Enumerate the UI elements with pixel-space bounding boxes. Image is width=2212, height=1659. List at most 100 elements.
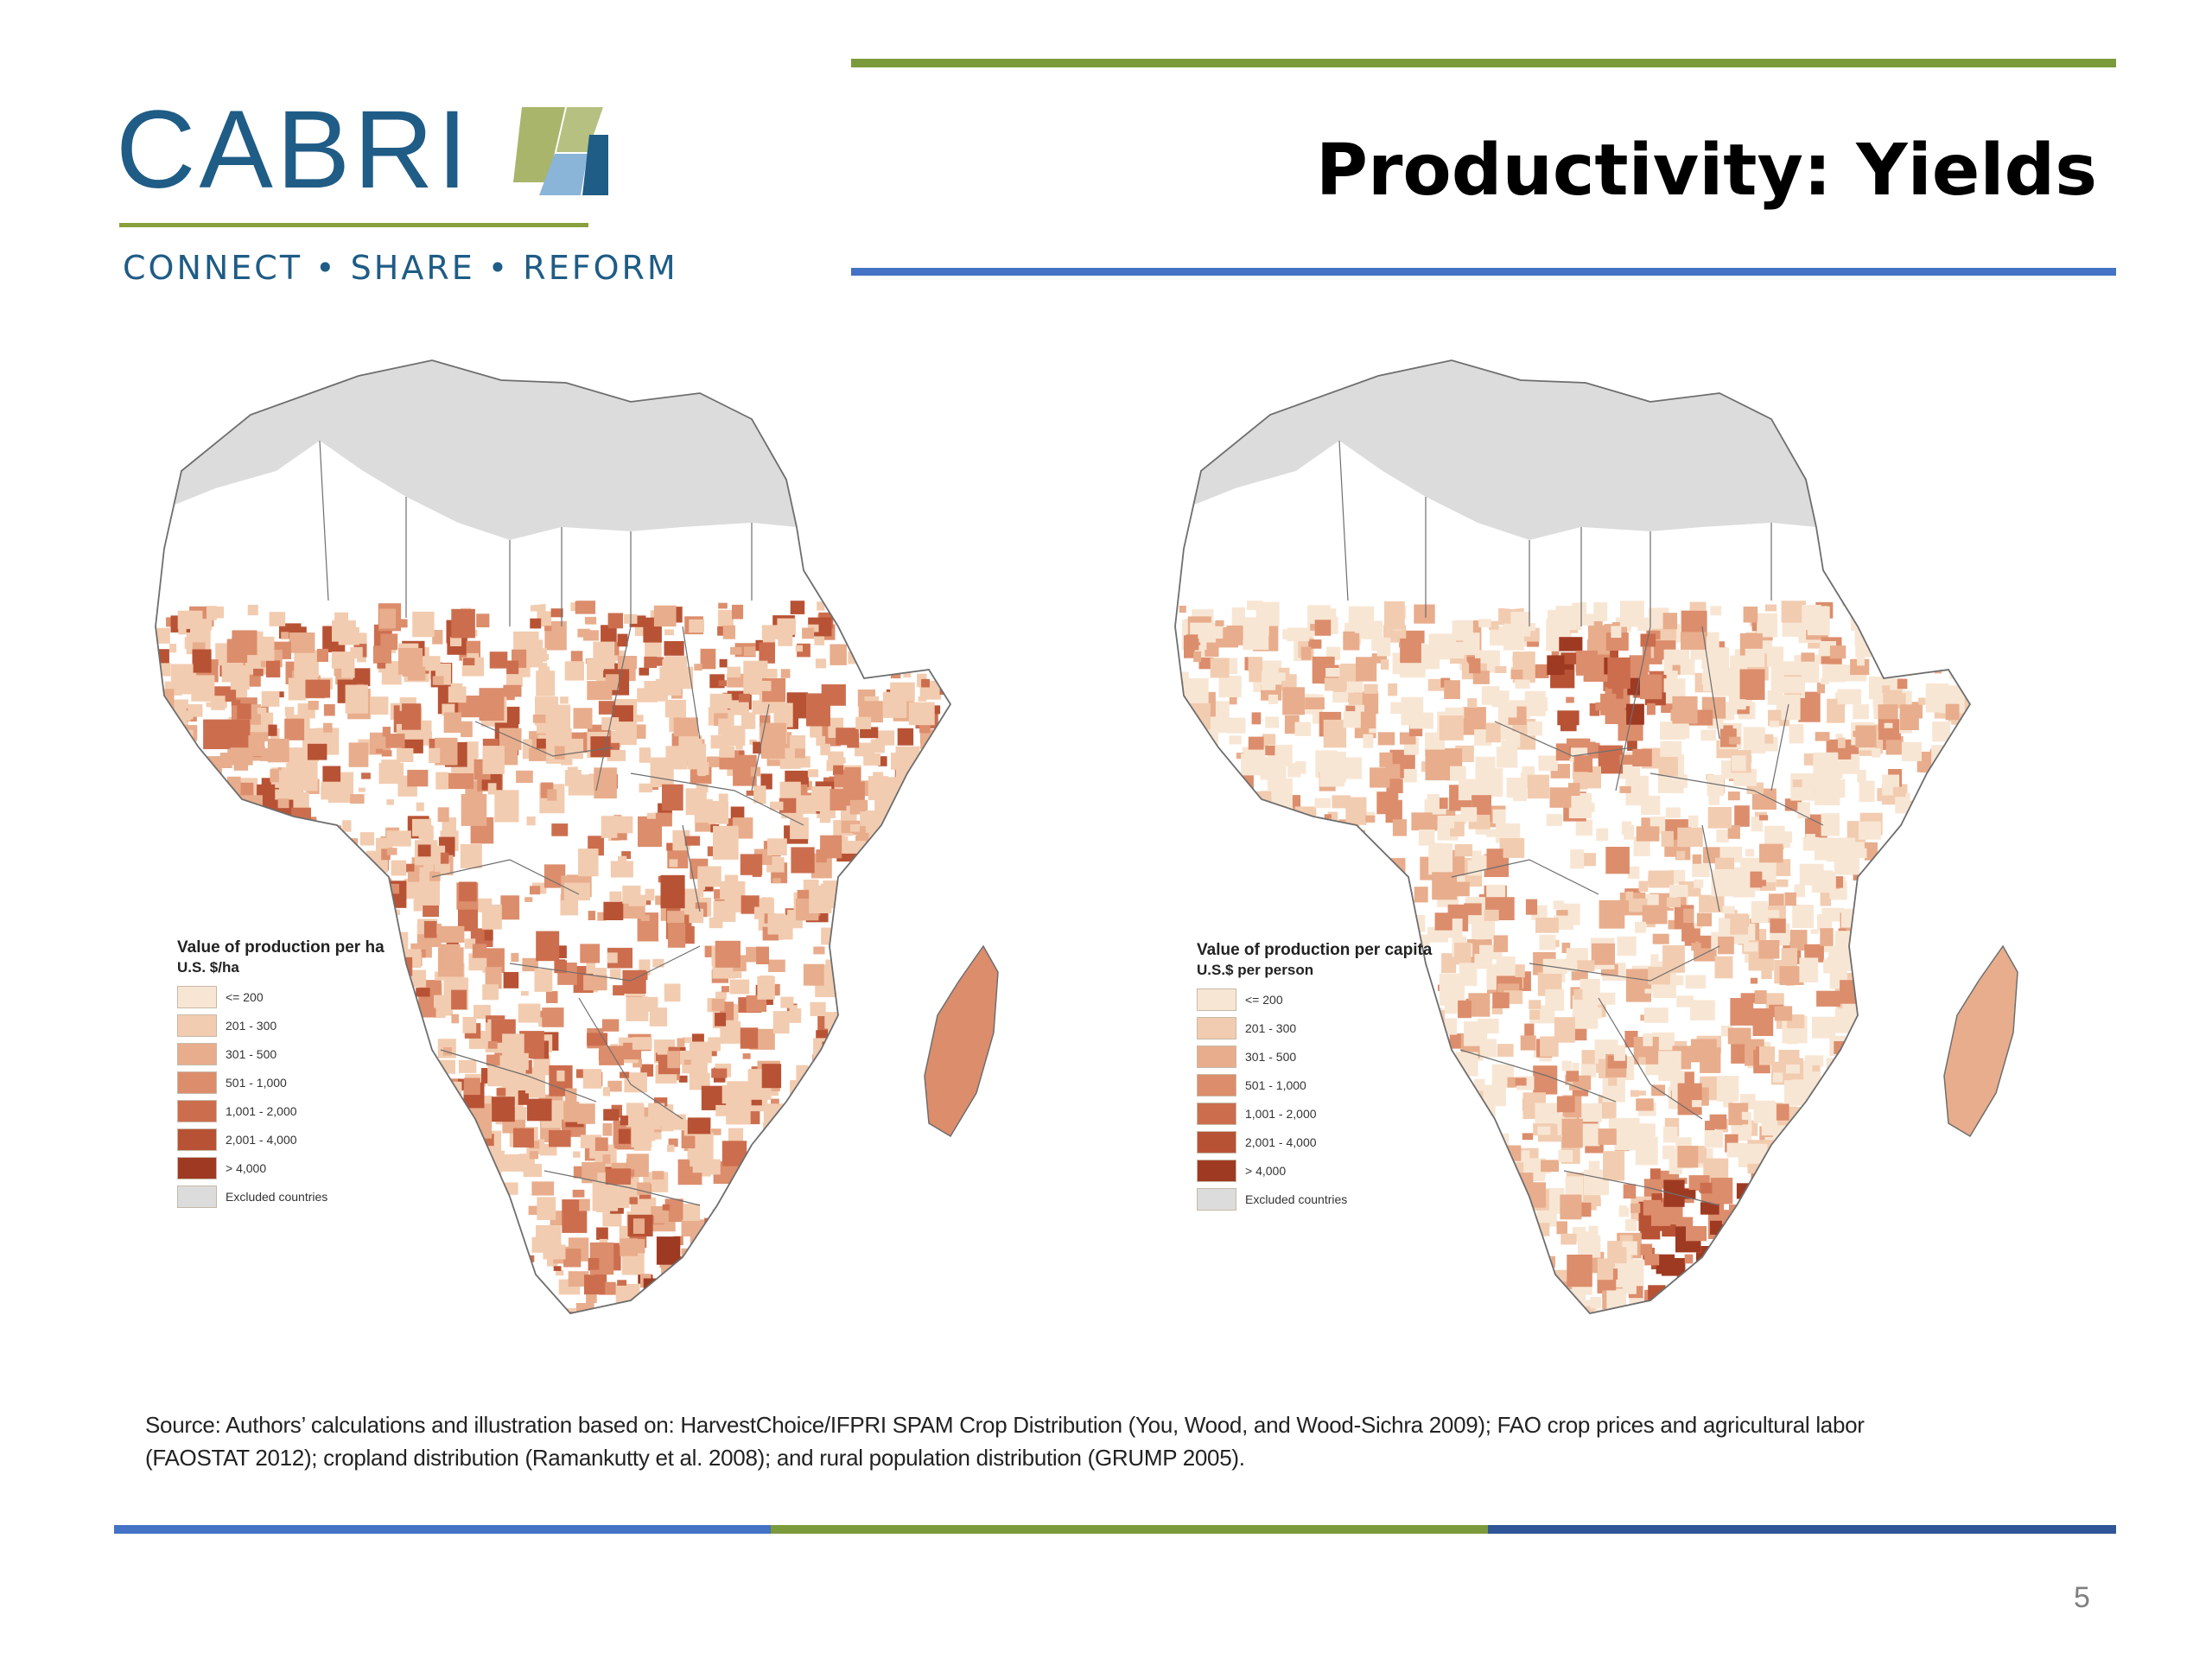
map-cell bbox=[814, 633, 824, 645]
map-cell bbox=[1447, 1294, 1470, 1313]
map-cell bbox=[969, 902, 988, 928]
map-cell bbox=[886, 848, 906, 866]
map-cell bbox=[376, 748, 384, 753]
map-cell bbox=[1897, 1313, 1915, 1332]
map-cell bbox=[468, 1205, 482, 1221]
map-cell bbox=[168, 776, 194, 792]
map-cell bbox=[1692, 863, 1710, 877]
map-cell bbox=[1964, 1275, 1984, 1297]
map-cell bbox=[1455, 1052, 1478, 1077]
map-cell bbox=[1559, 637, 1583, 652]
map-cell bbox=[880, 834, 896, 851]
map-cell bbox=[1542, 958, 1568, 974]
map-cell bbox=[873, 979, 899, 1006]
map-cell bbox=[1007, 976, 1028, 1001]
map-cell bbox=[1745, 1235, 1760, 1248]
map-cell bbox=[474, 1005, 491, 1020]
map-cell bbox=[954, 932, 963, 944]
map-cell bbox=[955, 1290, 973, 1310]
map-cell bbox=[1662, 1145, 1675, 1160]
map-cell bbox=[1483, 1289, 1500, 1307]
map-cell bbox=[816, 735, 826, 747]
map-cell bbox=[909, 1267, 921, 1282]
map-cell bbox=[848, 1294, 862, 1313]
map-cell bbox=[407, 871, 420, 882]
map-cell bbox=[1909, 1215, 1932, 1232]
map-cell bbox=[439, 1295, 465, 1313]
map-cell bbox=[500, 1237, 509, 1249]
map-cell bbox=[1916, 1198, 1924, 1205]
map-cell bbox=[910, 1217, 925, 1227]
map-cell bbox=[1265, 745, 1275, 756]
map-cell bbox=[1662, 1258, 1686, 1276]
map-cell bbox=[1993, 1240, 2010, 1253]
map-cell bbox=[838, 910, 852, 925]
map-cell bbox=[851, 1177, 865, 1194]
map-cell bbox=[1837, 689, 1862, 705]
map-cell bbox=[1855, 848, 1867, 859]
map-cell bbox=[1549, 787, 1572, 808]
map-cell bbox=[893, 896, 906, 909]
map-cell bbox=[995, 726, 998, 753]
legend-item: 2,001 - 4,000 bbox=[177, 1126, 385, 1154]
map-cell bbox=[1750, 977, 1758, 984]
map-cell bbox=[1007, 734, 1033, 759]
map-cell bbox=[1323, 719, 1347, 748]
map-cell bbox=[920, 638, 933, 650]
map-cell bbox=[968, 891, 980, 908]
map-cell bbox=[1837, 1176, 1848, 1187]
page-title: Productivity: Yields bbox=[1315, 130, 2097, 212]
map-cell bbox=[1561, 943, 1571, 953]
map-cell bbox=[412, 611, 435, 638]
map-cell bbox=[196, 1260, 207, 1269]
map-cell bbox=[159, 893, 183, 907]
map-cell bbox=[697, 866, 721, 887]
map-cell bbox=[854, 870, 869, 880]
map-cell bbox=[1650, 954, 1659, 965]
map-cell bbox=[432, 1155, 454, 1170]
map-cell bbox=[421, 656, 441, 671]
map-cell bbox=[1474, 1078, 1485, 1091]
map-cell bbox=[430, 1092, 448, 1110]
map-cell bbox=[990, 1150, 998, 1179]
legend-unit: U.S.$ per person bbox=[1197, 961, 1314, 978]
map-cell bbox=[718, 793, 728, 803]
map-cell bbox=[156, 1266, 172, 1286]
map-cell bbox=[1623, 1285, 1637, 1294]
map-cell bbox=[902, 637, 920, 662]
map-cell bbox=[873, 1254, 886, 1271]
map-cell bbox=[899, 657, 919, 671]
map-cell bbox=[1001, 1184, 1017, 1195]
map-cell bbox=[1958, 1269, 1971, 1281]
map-cell bbox=[1663, 1179, 1685, 1207]
map-cell bbox=[963, 1230, 986, 1251]
map-cell bbox=[417, 844, 431, 857]
map-cell bbox=[1929, 1300, 1951, 1313]
map-cell bbox=[624, 1195, 638, 1205]
map-cell bbox=[942, 833, 959, 843]
map-cell bbox=[573, 708, 593, 729]
map-cell bbox=[2028, 1034, 2050, 1063]
map-cell bbox=[486, 948, 505, 973]
map-cell bbox=[523, 739, 532, 748]
map-cell bbox=[990, 1075, 998, 1099]
map-cell bbox=[518, 1302, 529, 1313]
map-cell bbox=[1681, 926, 1700, 942]
map-cell bbox=[2029, 1035, 2041, 1048]
map-cell bbox=[1860, 1103, 1872, 1114]
map-cell bbox=[1745, 849, 1755, 857]
map-cell bbox=[563, 882, 590, 901]
title-top-rule bbox=[851, 59, 2116, 67]
map-cell bbox=[357, 632, 367, 645]
map-cell bbox=[1982, 1264, 2005, 1294]
map-cell bbox=[990, 1294, 998, 1309]
map-cell bbox=[1840, 1179, 1859, 1198]
map-cell bbox=[1446, 766, 1466, 781]
map-cell bbox=[1384, 601, 1405, 630]
map-cell bbox=[2030, 833, 2039, 845]
map-cell bbox=[971, 1231, 993, 1248]
map-production-per-capita: Value of production per capita U.S.$ per… bbox=[1166, 341, 2117, 1378]
map-cell bbox=[1781, 948, 1798, 970]
map-cell bbox=[1866, 990, 1890, 1012]
map-cell bbox=[366, 894, 387, 910]
